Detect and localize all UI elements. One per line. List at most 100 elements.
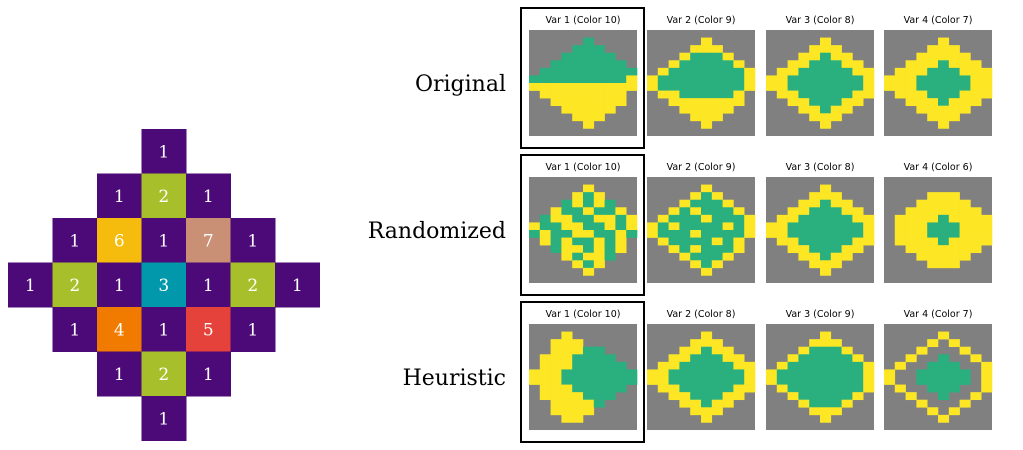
pattern-cell [550,354,562,363]
pattern-cell [841,369,853,378]
grid-cell [230,218,276,263]
pattern-cell [561,331,573,340]
pattern-cell [583,407,595,416]
grid-cell-label: 2 [158,365,169,385]
pattern-cell [711,83,723,91]
pattern-cell [927,230,939,238]
pattern-cell [701,60,713,69]
pattern-cell [798,369,810,378]
pattern-cell [787,237,799,246]
pattern-cell [583,113,595,122]
pattern-cell [863,67,875,76]
pattern-cell [668,392,680,401]
pattern-cell [679,377,691,385]
pattern-cell [766,230,778,238]
pattern-cell [830,237,842,246]
pattern-cell [701,245,713,254]
pattern-cell [593,105,605,114]
pattern-cell [701,267,713,276]
pattern-cell [690,260,702,269]
panel-title: Var 3 (Color 8) [786,162,855,173]
pattern-cell [583,207,595,216]
pattern-cell [701,392,713,401]
pattern-cell [776,222,788,231]
pattern-cell [970,90,982,99]
pattern-cell [938,260,950,269]
pattern-cell [776,67,788,76]
pattern-cell [959,52,971,61]
pattern-cell [798,214,810,223]
grid-cell-label: 1 [158,231,169,251]
grid-cell [186,173,231,219]
pattern-cell [550,230,562,238]
pattern-cell [959,399,971,408]
pattern-cell [604,105,616,114]
pattern-cell [668,214,680,223]
pattern-cell [948,369,960,378]
pattern-cell [583,52,595,61]
pattern-cell [820,230,832,238]
pattern-cell [905,392,917,401]
pattern-cell [798,105,810,114]
pattern-cell [948,230,960,238]
pattern-cell [744,369,756,378]
pattern-cell [668,60,680,69]
pattern-cell [798,230,810,238]
pattern-cell [938,214,950,223]
pattern-cell [604,60,616,69]
pattern-cell [938,90,950,99]
pattern-cell [572,105,584,114]
pattern-cell [787,67,799,76]
pattern-cell [604,237,616,246]
pattern-cell [733,384,745,393]
pattern-cell [722,60,734,69]
pattern-cell [733,67,745,76]
pattern-cell [916,83,928,91]
pattern-cell [820,214,832,223]
pattern-cell [820,260,832,269]
pattern-cell [701,260,713,269]
pattern-cell [905,230,917,238]
pattern-cell [776,75,788,84]
pattern-cell [820,354,832,363]
pattern-cell [701,37,713,46]
pattern-cell [948,60,960,69]
pattern-cell [787,83,799,91]
pattern-cell [820,83,832,91]
pattern-cell [657,83,669,91]
pattern-cell [711,222,723,231]
pattern-cell [583,67,595,76]
pattern-cell [668,98,680,107]
pattern-cell [938,37,950,46]
pattern-cell [927,90,939,99]
pattern-cell [981,230,993,238]
pattern-cell [561,75,573,84]
pattern-cell [841,67,853,76]
pattern-cell [722,399,734,408]
pattern-cell [657,361,669,370]
pattern-cell [863,237,875,246]
pattern-cell [744,230,756,238]
pattern-cell [615,75,627,84]
pattern-cell [550,214,562,223]
pattern-cell [927,377,939,385]
pattern-cell [820,52,832,61]
pattern-cell [647,377,659,385]
pattern-cell [927,222,939,231]
pattern-cell [722,392,734,401]
pattern-cell [550,377,562,385]
pattern-cell [841,230,853,238]
pattern-cell [604,52,616,61]
pattern-cell [572,192,584,201]
pattern-cell [561,230,573,238]
pattern-cell [701,222,713,231]
pattern-cell [809,237,821,246]
pattern-cell [820,369,832,378]
pattern-cell [981,237,993,246]
grid-cell-label: 2 [158,187,169,207]
pattern-cell [561,207,573,216]
pattern-cell [809,399,821,408]
grid-cell-label: 1 [69,320,80,340]
pattern-cell [572,361,584,370]
pattern-cell [572,399,584,408]
